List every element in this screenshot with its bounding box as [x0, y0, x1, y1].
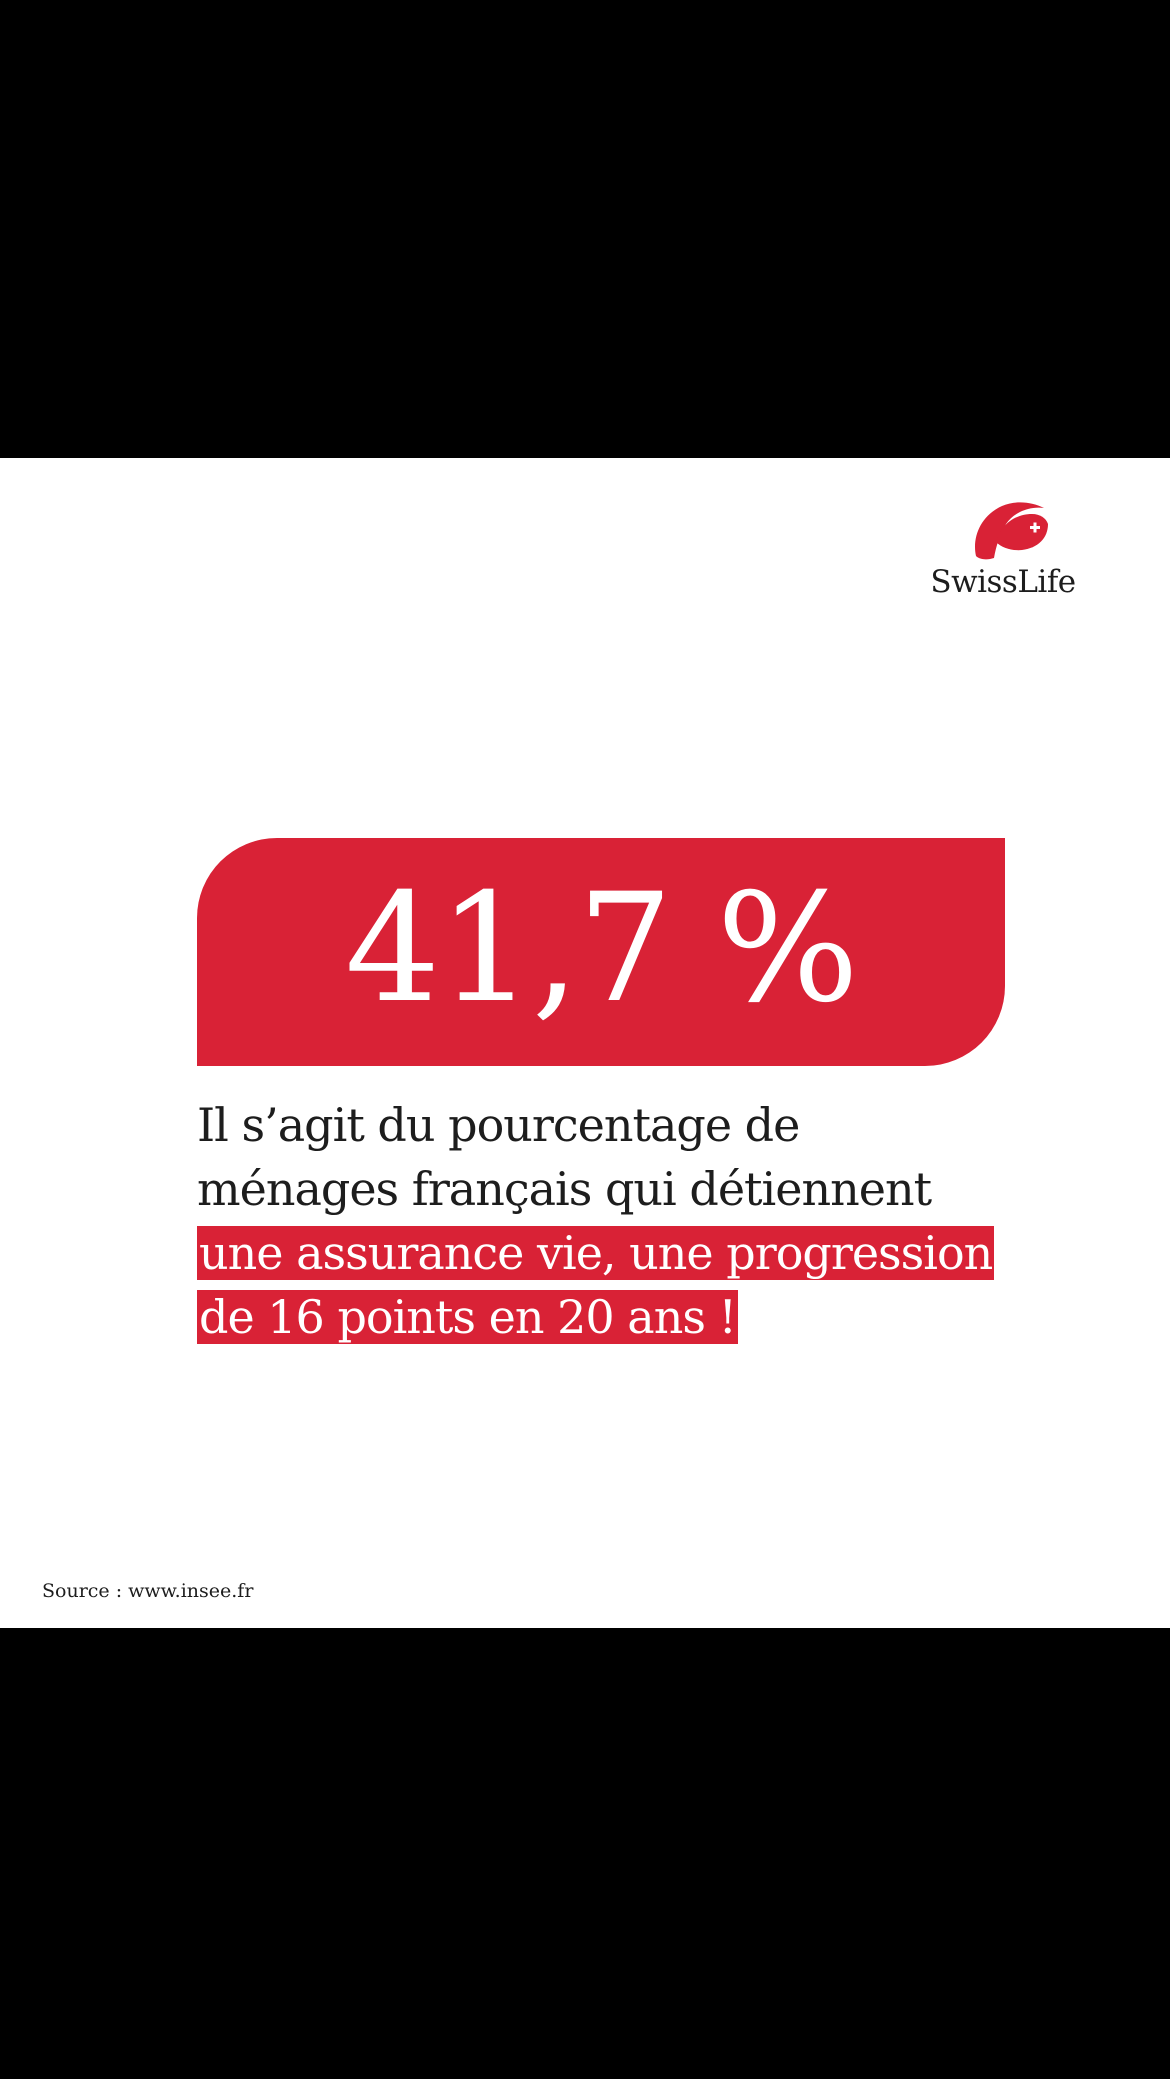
highlight-text: une assurance vie, une progression [197, 1226, 995, 1280]
brand-logo: SwissLife [918, 498, 1088, 618]
description-highlight-line: de 16 points en 20 ans ! [197, 1285, 1077, 1349]
social-post-card: SwissLife 41,7 % Il s’agit du pourcentag… [0, 458, 1170, 1628]
letterbox-top [0, 0, 1170, 458]
brand-wordmark: SwissLife [930, 564, 1076, 600]
description-line: Il s’agit du pourcentage de [197, 1098, 800, 1152]
highlight-text: de 16 points en 20 ans ! [197, 1290, 739, 1344]
swisslife-flag-icon [975, 502, 1048, 560]
stat-description: Il s’agit du pourcentage de ménages fran… [197, 1093, 1077, 1349]
stat-highlight-box: 41,7 % [197, 838, 1005, 1066]
description-line: ménages français qui détiennent [197, 1162, 932, 1216]
stat-value: 41,7 % [344, 862, 859, 1036]
source-citation: Source : www.insee.fr [42, 1580, 254, 1602]
letterbox-bottom [0, 1628, 1170, 2079]
description-highlight-line: une assurance vie, une progression [197, 1221, 1077, 1285]
